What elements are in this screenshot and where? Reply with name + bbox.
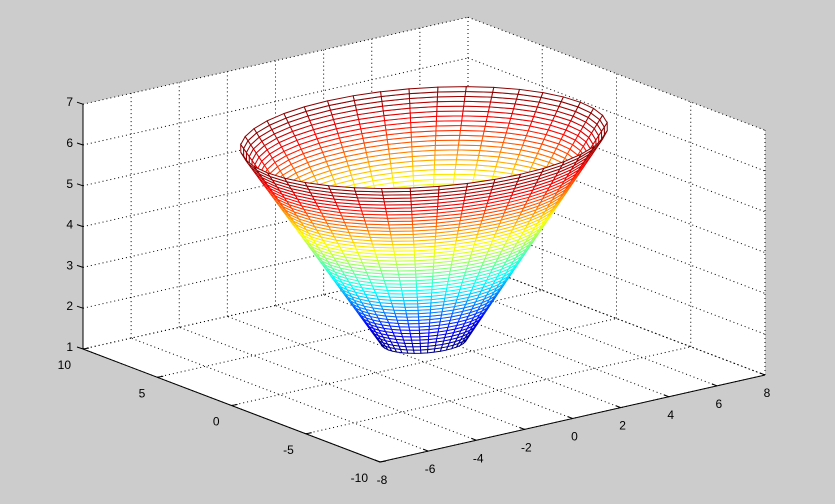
grid-line-z [467, 16, 766, 131]
grid-line-z [82, 57, 469, 146]
y-tick-label: -5 [283, 443, 294, 457]
grid-line-x [275, 305, 573, 419]
x-tick-label: 0 [571, 430, 578, 444]
y-tick-label: 0 [213, 415, 220, 429]
x-tick-mark [471, 437, 477, 441]
grid-line-y [231, 318, 617, 406]
x-tick-label: 2 [619, 419, 626, 433]
y-tick-mark [305, 432, 312, 435]
x-tick-mark [711, 383, 718, 387]
mesh-cell [381, 187, 411, 193]
grid-line-y [305, 346, 691, 435]
z-tick-label: 7 [66, 95, 73, 109]
x-tick-mark [374, 459, 381, 463]
x-tick-mark [663, 394, 669, 398]
y-tick-mark [231, 404, 238, 406]
y-tick-mark [379, 460, 387, 463]
x-tick-mark [759, 372, 766, 376]
x-tick-label: -8 [377, 473, 388, 487]
tick-labels: -8 -6 -4 -2 0 2 4 6 8 -10 -5 0 5 10 1 2 3 4 5 6 7 [58, 95, 771, 487]
grid-line-x [179, 326, 477, 441]
grid-line-x [130, 337, 429, 452]
z-tick-label: 2 [66, 299, 73, 313]
mesh-cell [408, 86, 439, 95]
x-tick-label: -2 [521, 440, 532, 454]
x-tick-label: 6 [716, 397, 723, 411]
y-tick-label: -10 [351, 471, 369, 485]
z-tick-label: 3 [66, 258, 73, 272]
x-tick-mark [422, 448, 429, 452]
mesh-cell [437, 86, 467, 93]
x-tick-mark [615, 405, 621, 409]
z-tick-mark [76, 183, 84, 187]
y-tick-mark [82, 347, 90, 350]
grid-line-z [467, 261, 766, 376]
z-tick-mark [76, 224, 84, 228]
cone-mesh [240, 86, 608, 354]
x-tick-label: 8 [764, 386, 771, 400]
z-tick-mark [76, 305, 84, 309]
x-tick-mark [519, 426, 525, 430]
x-tick-label: -6 [425, 462, 436, 476]
mesh-cell [465, 86, 495, 93]
grid-line-z [467, 57, 766, 172]
x-tick-label: 4 [667, 408, 674, 422]
z-tick-mark [76, 346, 84, 350]
grid-line-z [82, 16, 469, 105]
z-tick-label: 6 [66, 136, 73, 150]
z-tick-label: 1 [66, 340, 73, 354]
y-tick-label: 10 [58, 358, 72, 372]
y-tick-label: 5 [139, 386, 146, 400]
x-tick-label: -4 [473, 451, 484, 465]
z-tick-label: 4 [66, 218, 73, 232]
z-tick-mark [76, 142, 84, 146]
y-tick-mark [157, 375, 164, 378]
x-tick-mark [567, 416, 573, 419]
grid-line-x [227, 315, 525, 430]
mesh-cell [353, 187, 383, 193]
z-tick-mark [76, 101, 84, 105]
z-tick-label: 5 [66, 177, 73, 191]
z-tick-mark [76, 264, 84, 268]
